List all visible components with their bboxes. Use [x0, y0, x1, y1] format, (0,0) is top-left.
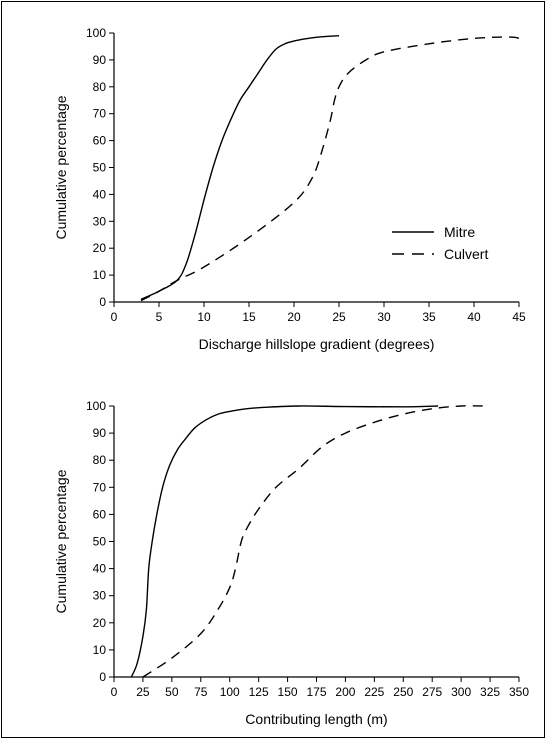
y-tick-label: 100 [86, 26, 106, 40]
dashed-series-line [140, 36, 520, 302]
y-tick-label: 70 [93, 480, 107, 494]
y-tick-label: 0 [99, 295, 106, 309]
x-tick-label: 40 [467, 310, 481, 324]
x-tick-label: 45 [512, 310, 526, 324]
solid-series-line [130, 405, 439, 678]
legend-label: Mitre [444, 224, 475, 240]
y-tick-label: 20 [93, 241, 107, 255]
x-tick-label: 225 [364, 685, 384, 699]
y-tick-label: 40 [93, 187, 107, 201]
x-tick-label: 300 [451, 685, 471, 699]
y-tick-label: 30 [93, 589, 107, 603]
x-tick-label: 5 [156, 310, 163, 324]
y-tick-label: 40 [93, 562, 107, 576]
y-tick-label: 70 [93, 107, 107, 121]
chart-gradient: 0 10 20 30 40 50 60 70 80 90 100 0 5 10 15 20 25 30 35 40 45… [53, 26, 526, 352]
x-tick-label: 125 [249, 685, 269, 699]
y-tick-label: 10 [93, 643, 107, 657]
y-tick-label: 80 [93, 80, 107, 94]
y-tick-label: 100 [86, 399, 106, 413]
y-axis-label: Cumulative percentage [53, 469, 69, 613]
y-tick-label: 50 [93, 161, 107, 175]
y-tick-label: 20 [93, 616, 107, 630]
y-tick-label: 30 [93, 214, 107, 228]
x-axis-label: Contributing length (m) [245, 711, 387, 727]
dashed-series-line [142, 405, 485, 678]
x-tick-label: 0 [111, 685, 118, 699]
x-tick-label: 0 [111, 310, 118, 324]
x-tick-label: 15 [242, 310, 256, 324]
y-tick-label: 0 [99, 670, 106, 684]
y-tick-label: 80 [93, 453, 107, 467]
y-tick-label: 90 [93, 426, 107, 440]
x-tick-label: 10 [197, 310, 211, 324]
y-tick-label: 10 [93, 268, 107, 282]
x-axis-label: Discharge hillslope gradient (degrees) [199, 336, 435, 352]
x-tick-label: 250 [393, 685, 413, 699]
x-tick-label: 20 [287, 310, 301, 324]
x-tick-label: 25 [332, 310, 346, 324]
y-tick-label: 90 [93, 53, 107, 67]
x-tick-label: 30 [377, 310, 391, 324]
x-tick-label: 35 [422, 310, 436, 324]
x-tick-label: 75 [194, 685, 208, 699]
x-tick-label: 275 [422, 685, 442, 699]
y-axis-label: Cumulative percentage [53, 95, 69, 239]
x-tick-label: 175 [306, 685, 326, 699]
x-tick-label: 200 [335, 685, 355, 699]
x-tick-label: 325 [480, 685, 500, 699]
x-tick-label: 25 [136, 685, 150, 699]
chart-length: 0 10 20 30 40 50 60 70 80 90 100 0 25 50 75 100 125 150 17… [53, 399, 529, 727]
y-tick-label: 50 [93, 535, 107, 549]
x-tick-label: 350 [509, 685, 529, 699]
x-tick-label: 150 [278, 685, 298, 699]
x-tick-label: 50 [165, 685, 179, 699]
legend-label: Culvert [444, 246, 488, 262]
y-tick-label: 60 [93, 134, 107, 148]
x-tick-label: 100 [220, 685, 240, 699]
solid-series-line [140, 34, 340, 300]
y-tick-label: 60 [93, 507, 107, 521]
